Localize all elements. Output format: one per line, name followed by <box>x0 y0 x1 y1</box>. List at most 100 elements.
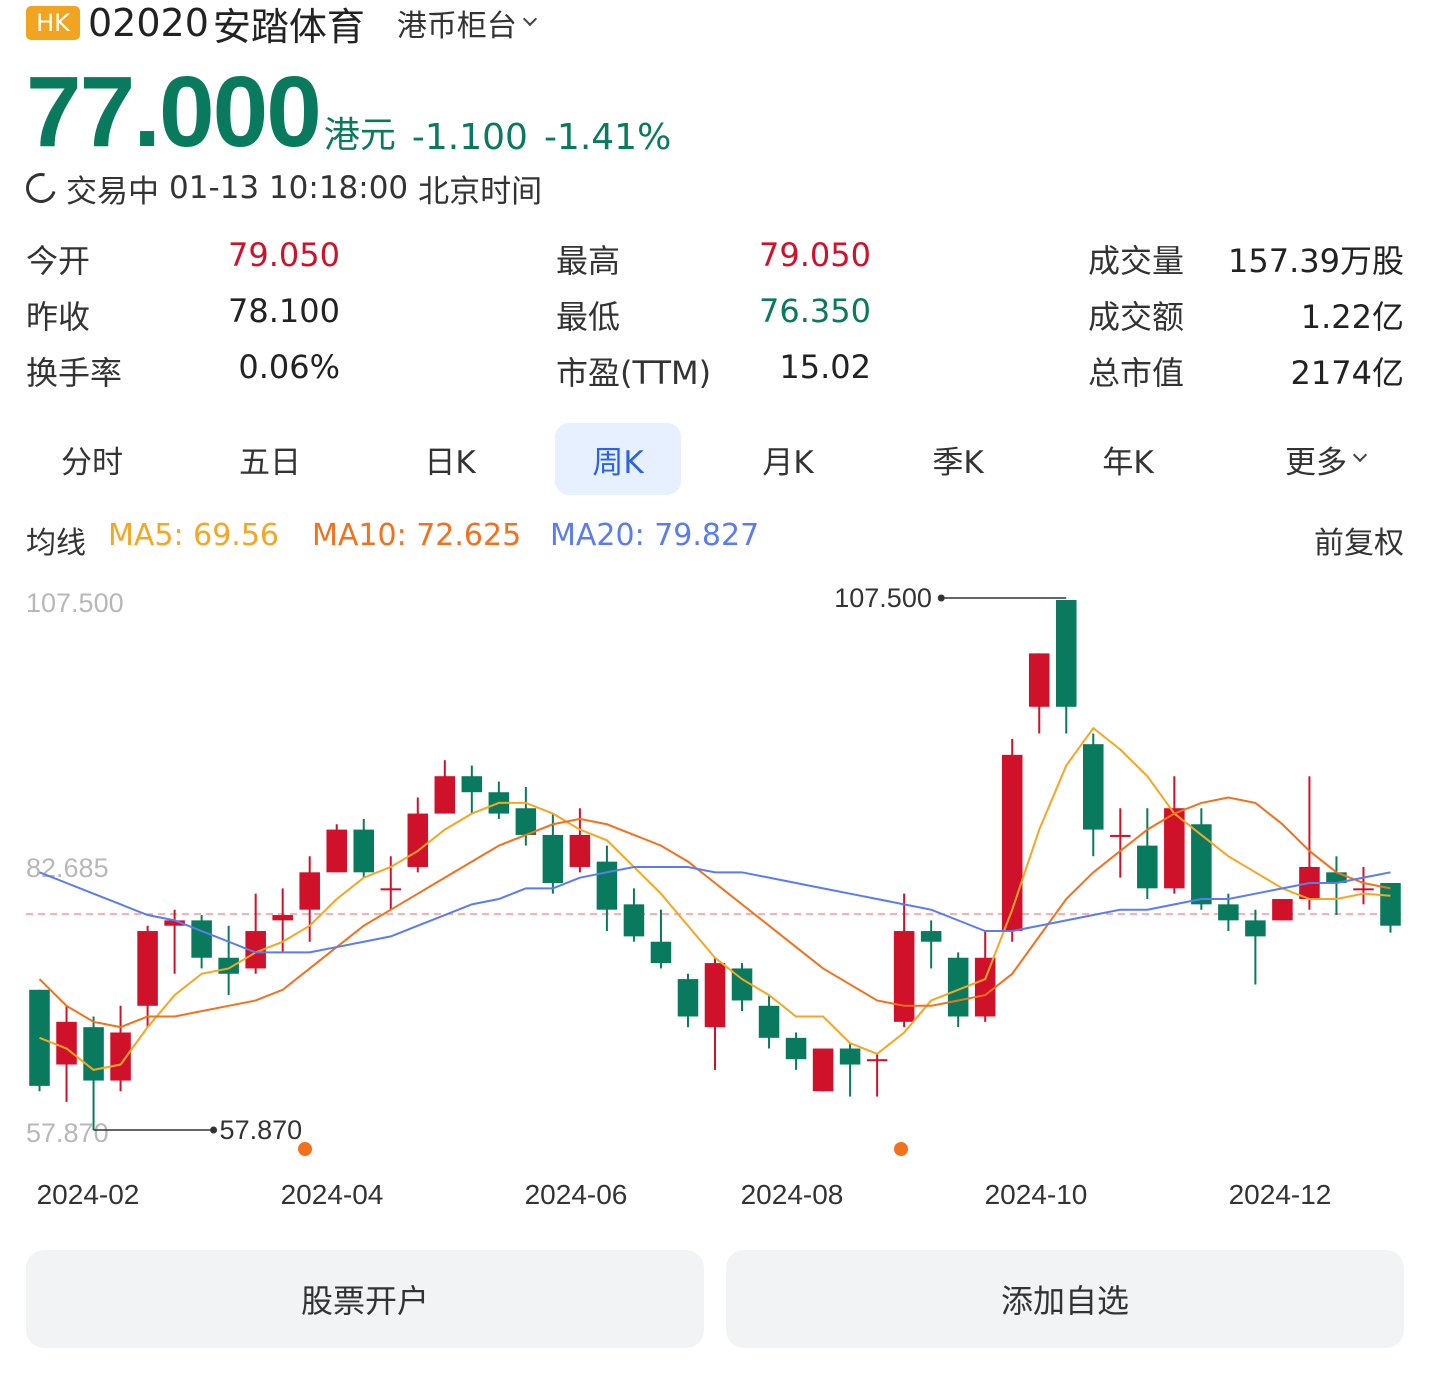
stock-name: 安踏体育 <box>212 4 365 49</box>
tab-five-day[interactable]: 五日 <box>204 423 336 495</box>
counter-label: 港币柜台 <box>396 9 517 44</box>
adjust-selector[interactable]: 前复权 <box>1314 526 1404 561</box>
status-text: 交易中 <box>66 173 159 210</box>
tab-label: 日K <box>424 444 476 481</box>
pe-label: 市盈(TTM) <box>556 354 712 392</box>
quote-time: 01-13 10:18:00 <box>169 170 409 206</box>
min-annotation-label: 57.870 <box>220 1115 303 1145</box>
candle-body <box>1191 824 1212 905</box>
event-dot <box>894 1142 908 1156</box>
y-axis-label: 57.870 <box>26 1118 109 1148</box>
candle-body <box>1326 872 1347 883</box>
tab-label: 季K <box>932 444 984 481</box>
add-watchlist-button[interactable]: 添加自选 <box>726 1250 1404 1348</box>
button-label: 添加自选 <box>1000 1282 1129 1320</box>
candle-body <box>515 808 537 835</box>
x-axis-label: 2024-10 <box>985 1179 1088 1210</box>
tab-label: 月K <box>762 444 814 481</box>
clock-icon <box>20 167 62 209</box>
x-axis-label: 2024-04 <box>281 1179 384 1210</box>
open-account-button[interactable]: 股票开户 <box>26 1250 704 1348</box>
chevron-down-icon <box>1352 447 1368 463</box>
candle-body <box>1028 653 1050 707</box>
price-row: 77.000 港元 -1.100 -1.41% <box>26 58 671 162</box>
high-value: 79.050 <box>759 236 871 274</box>
ma10-value: MA10: 72.625 <box>312 518 522 553</box>
tab-weekly-k[interactable]: 周K <box>555 423 681 495</box>
current-price: 77.000 <box>26 56 322 168</box>
candle-body <box>1272 899 1293 921</box>
tab-label: 周K <box>592 444 644 481</box>
ma5-line <box>39 726 1391 1071</box>
candle-body <box>245 931 266 969</box>
candle-body <box>218 957 239 974</box>
event-dot <box>298 1142 312 1156</box>
max-annotation-label: 107.500 <box>834 583 932 613</box>
x-axis-label: 2024-06 <box>525 1179 628 1210</box>
stock-code: 02020 <box>88 1 209 45</box>
candle-body <box>812 1048 834 1092</box>
max-annotation-dot <box>937 594 945 602</box>
volume-label: 成交量 <box>1088 242 1185 280</box>
candle-body <box>974 957 996 1017</box>
k-line-chart[interactable]: 107.500 82.685 57.870 107.500 57.870 2024-02 2… <box>0 570 1439 1230</box>
candle-body <box>839 1048 861 1065</box>
candle-body <box>1245 920 1266 937</box>
tab-label: 五日 <box>239 444 301 481</box>
candle-body <box>893 931 915 1022</box>
candle-body <box>83 1027 104 1081</box>
candle-body <box>596 861 618 910</box>
candle-body <box>299 872 320 910</box>
candle-body <box>380 888 402 891</box>
y-axis-label: 107.500 <box>26 588 124 618</box>
candle-body <box>137 931 158 1006</box>
candle-body <box>434 776 456 814</box>
tab-daily-k[interactable]: 日K <box>384 423 516 495</box>
turnover-value: 1.22亿 <box>1300 298 1404 336</box>
candle-body <box>758 1005 780 1038</box>
prev-close-label: 昨收 <box>26 298 91 336</box>
y-axis-label: 82.685 <box>26 853 109 883</box>
candle-body <box>353 829 375 873</box>
market-badge: HK <box>26 6 80 40</box>
candle-body <box>1001 754 1023 932</box>
quote-timezone: 北京时间 <box>418 173 543 210</box>
candle-body <box>677 979 699 1017</box>
open-value: 79.050 <box>228 236 340 274</box>
price-change-percent: -1.41% <box>543 117 672 158</box>
tab-label: 年K <box>1102 444 1154 481</box>
open-label: 今开 <box>26 242 91 280</box>
ma20-line <box>39 865 1391 954</box>
button-label: 股票开户 <box>300 1282 429 1320</box>
low-value: 76.350 <box>759 292 871 330</box>
candle-body <box>1110 834 1131 837</box>
tab-quarterly-k[interactable]: 季K <box>892 423 1024 495</box>
tab-intraday[interactable]: 分时 <box>26 423 158 495</box>
ma10-line <box>38 796 1391 1029</box>
tab-monthly-k[interactable]: 月K <box>722 423 854 495</box>
candle-body <box>650 941 672 964</box>
candle-body <box>164 920 185 926</box>
candle-body <box>407 813 429 867</box>
x-axis-label: 2024-12 <box>1229 1179 1332 1210</box>
tab-more[interactable]: 更多 <box>1246 423 1404 495</box>
candle-body <box>542 834 564 883</box>
candle-body <box>920 931 942 942</box>
ma20-value: MA20: 79.827 <box>550 518 760 553</box>
x-axis-label: 2024-08 <box>741 1179 844 1210</box>
tab-yearly-k[interactable]: 年K <box>1062 423 1194 495</box>
chevron-down-icon <box>522 11 537 27</box>
candle-body <box>1137 845 1158 889</box>
ma-legend: 均线 MA5: 69.56 MA10: 72.625 MA20: 79.827 … <box>26 514 1404 561</box>
price-change: -1.100 <box>411 117 528 158</box>
stats-grid: 今开 79.050 最高 79.050 成交量 157.39万股 昨收 78.1… <box>26 228 1404 396</box>
pe-value: 15.02 <box>779 348 871 386</box>
candle-body <box>623 904 645 937</box>
stock-header: HK 02020 安踏体育 港币柜台 <box>26 0 537 49</box>
tab-label: 分时 <box>61 444 123 481</box>
counter-selector[interactable]: 港币柜台 <box>396 1 537 45</box>
ma-label: 均线 <box>26 526 86 561</box>
candle-body <box>461 776 483 793</box>
candle-body <box>191 920 212 958</box>
candle-body <box>110 1032 131 1081</box>
